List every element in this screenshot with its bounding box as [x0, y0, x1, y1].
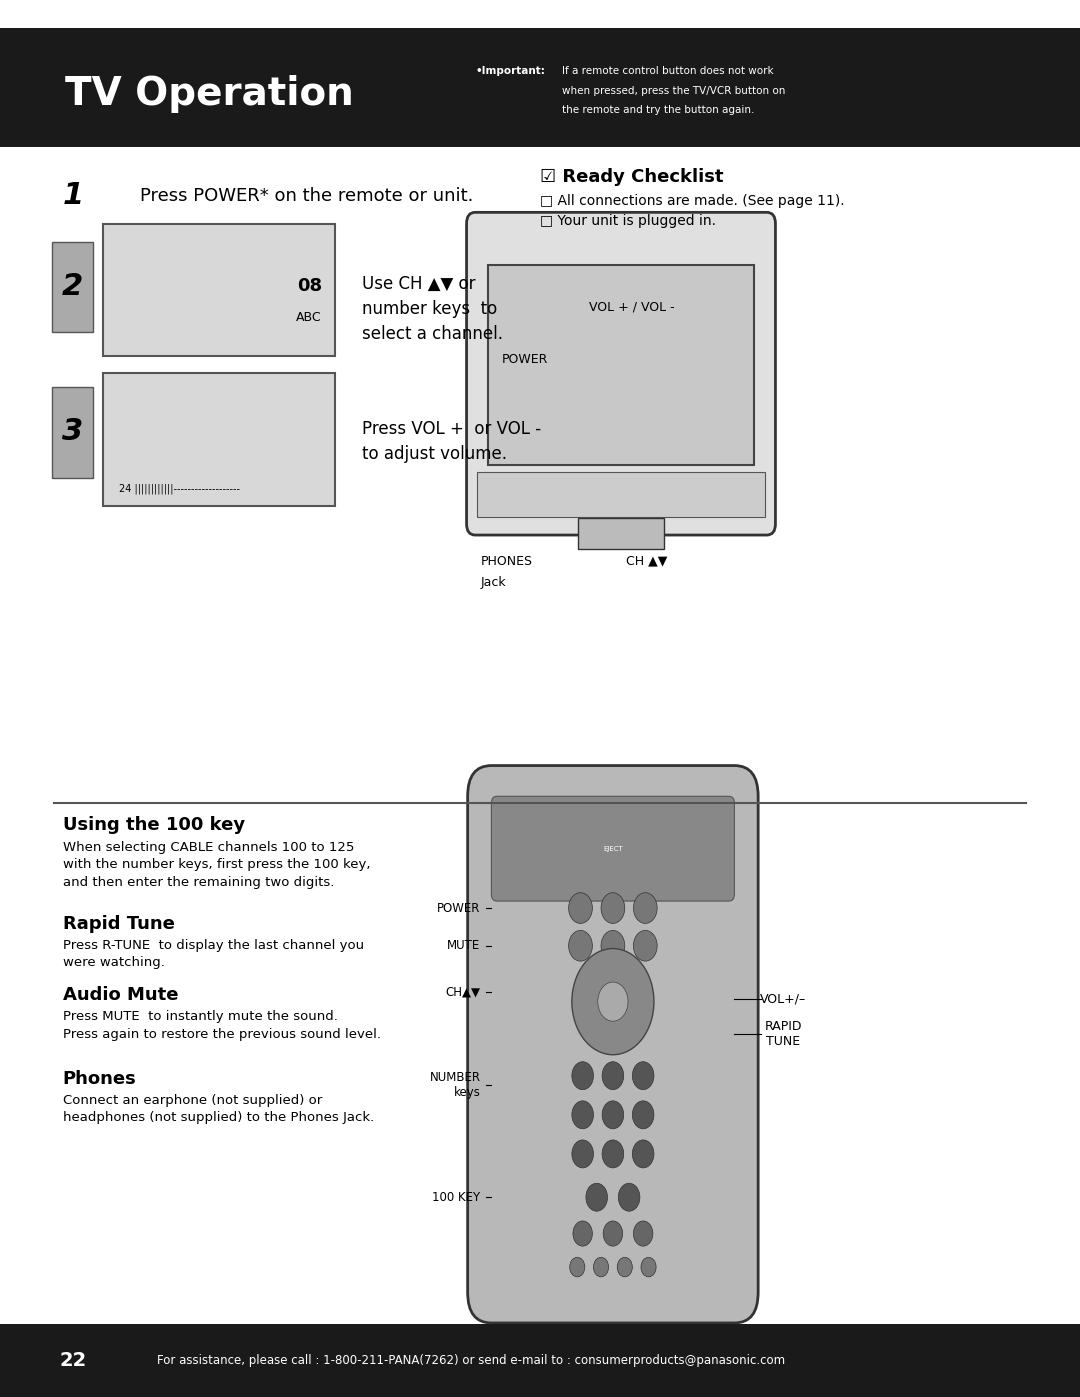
Circle shape	[603, 1140, 624, 1168]
Circle shape	[633, 1101, 653, 1129]
Text: ABC: ABC	[296, 310, 322, 324]
Text: 22: 22	[59, 1351, 86, 1370]
Circle shape	[633, 1062, 653, 1090]
Text: When selecting CABLE channels 100 to 125
with the number keys, first press the 1: When selecting CABLE channels 100 to 125…	[63, 841, 370, 888]
Text: CH▲▼: CH▲▼	[446, 985, 481, 999]
Text: Press VOL +  or VOL -
to adjust volume.: Press VOL + or VOL - to adjust volume.	[362, 420, 541, 464]
Text: RAPID
TUNE: RAPID TUNE	[765, 1020, 801, 1048]
Text: Press MUTE  to instantly mute the sound.
Press again to restore the previous sou: Press MUTE to instantly mute the sound. …	[63, 1010, 380, 1041]
Text: VOL + / VOL -: VOL + / VOL -	[589, 300, 675, 314]
Text: Rapid Tune: Rapid Tune	[63, 915, 175, 933]
Bar	[488, 265, 754, 465]
Circle shape	[572, 949, 654, 1055]
Text: the remote and try the button again.: the remote and try the button again.	[562, 105, 754, 116]
Circle shape	[569, 893, 593, 923]
Circle shape	[642, 1257, 657, 1277]
Bar	[0, 28, 1080, 147]
Text: CH ▲▼: CH ▲▼	[626, 555, 667, 567]
Circle shape	[634, 893, 657, 923]
Text: NUMBER
keys: NUMBER keys	[430, 1071, 481, 1099]
Text: VOL+/–: VOL+/–	[760, 992, 806, 1006]
Text: Jack: Jack	[481, 576, 507, 588]
Text: Connect an earphone (not supplied) or
headphones (not supplied) to the Phones Ja: Connect an earphone (not supplied) or he…	[63, 1094, 374, 1125]
Circle shape	[598, 982, 629, 1021]
Bar	[52, 387, 93, 478]
Text: Audio Mute: Audio Mute	[63, 986, 178, 1004]
Bar	[103, 373, 335, 506]
Text: Using the 100 key: Using the 100 key	[63, 816, 245, 834]
Circle shape	[633, 1140, 653, 1168]
Text: Use CH ▲▼ or
number keys  to
select a channel.: Use CH ▲▼ or number keys to select a cha…	[362, 275, 503, 344]
Bar	[578, 518, 664, 549]
Text: Phones: Phones	[63, 1070, 136, 1088]
Text: POWER: POWER	[437, 901, 481, 915]
Circle shape	[572, 1221, 592, 1246]
Circle shape	[572, 1140, 594, 1168]
Circle shape	[570, 1257, 585, 1277]
Text: 1: 1	[63, 182, 84, 210]
Text: 2: 2	[62, 272, 83, 300]
Text: □ All connections are made. (See page 11).: □ All connections are made. (See page 11…	[540, 194, 845, 208]
Circle shape	[600, 893, 624, 923]
Text: PHONES: PHONES	[481, 555, 532, 567]
Text: 100 KEY: 100 KEY	[432, 1190, 481, 1204]
Bar	[103, 224, 335, 356]
Text: •Important:: •Important:	[475, 66, 545, 77]
Circle shape	[603, 1062, 624, 1090]
Text: 08: 08	[297, 278, 322, 295]
FancyBboxPatch shape	[491, 796, 734, 901]
Text: 24 ||||||||||||-------------------: 24 ||||||||||||-------------------	[119, 483, 240, 495]
Text: TV Operation: TV Operation	[65, 74, 353, 113]
Text: Press POWER* on the remote or unit.: Press POWER* on the remote or unit.	[140, 187, 474, 204]
Text: POWER: POWER	[502, 352, 549, 366]
Circle shape	[634, 930, 657, 961]
Text: when pressed, press the TV/VCR button on: when pressed, press the TV/VCR button on	[562, 85, 785, 96]
Text: 3: 3	[62, 418, 83, 446]
Circle shape	[572, 1062, 594, 1090]
Circle shape	[594, 1257, 609, 1277]
Text: If a remote control button does not work: If a remote control button does not work	[562, 66, 773, 77]
Text: ☑ Ready Checklist: ☑ Ready Checklist	[540, 169, 724, 186]
Text: For assistance, please call : 1-800-211-PANA(7262) or send e-mail to : consumerp: For assistance, please call : 1-800-211-…	[157, 1354, 785, 1368]
Bar	[477, 472, 765, 517]
Bar	[0, 1324, 1080, 1397]
Circle shape	[603, 1101, 624, 1129]
Circle shape	[572, 1101, 594, 1129]
Text: EJECT: EJECT	[603, 847, 623, 852]
Text: □ Your unit is plugged in.: □ Your unit is plugged in.	[540, 214, 716, 228]
Circle shape	[633, 1221, 652, 1246]
FancyBboxPatch shape	[468, 766, 758, 1323]
Text: MUTE: MUTE	[447, 939, 481, 953]
FancyBboxPatch shape	[467, 212, 775, 535]
Circle shape	[603, 1221, 622, 1246]
Bar	[52, 242, 93, 332]
Circle shape	[619, 1183, 639, 1211]
Circle shape	[618, 1257, 632, 1277]
Circle shape	[586, 1183, 607, 1211]
Circle shape	[569, 930, 593, 961]
Text: Press R-TUNE  to display the last channel you
were watching.: Press R-TUNE to display the last channel…	[63, 939, 364, 970]
Circle shape	[600, 930, 624, 961]
